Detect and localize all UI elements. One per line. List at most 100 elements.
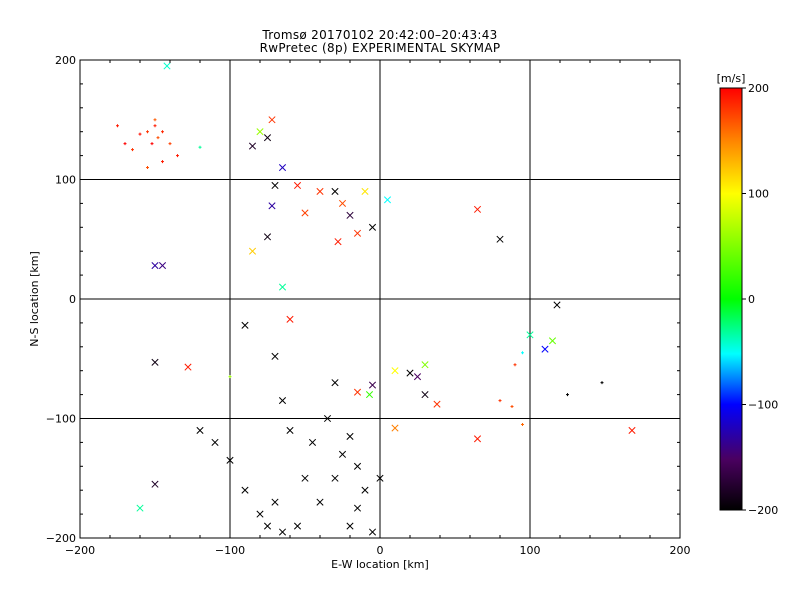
- data-point-cross: [256, 510, 264, 518]
- data-point-cross: [263, 134, 272, 142]
- data-point-cross: [241, 321, 249, 329]
- data-point-plus: [161, 160, 164, 164]
- y-tick-label: −100: [46, 413, 76, 426]
- data-point-cross: [151, 358, 159, 366]
- y-tick-label: 200: [55, 54, 76, 67]
- data-point-cross: [433, 400, 441, 408]
- data-point-cross: [211, 438, 219, 446]
- data-point-plus: [198, 145, 202, 149]
- data-point-cross: [391, 424, 399, 432]
- x-tick-label: −200: [65, 544, 95, 557]
- data-point-plus: [146, 166, 149, 170]
- data-point-plus: [521, 351, 524, 355]
- data-point-cross: [421, 361, 429, 369]
- data-point-cross: [301, 474, 309, 482]
- data-point-cross: [421, 391, 429, 399]
- data-point-cross: [353, 229, 362, 237]
- x-tick-label: −100: [215, 544, 245, 557]
- data-point-cross: [256, 128, 264, 136]
- data-point-cross: [496, 235, 504, 243]
- data-point-cross: [316, 187, 324, 196]
- data-point-cross: [331, 379, 339, 387]
- data-point-cross: [353, 388, 362, 396]
- data-point-cross: [151, 480, 159, 488]
- data-point-plus: [161, 130, 164, 134]
- data-point-cross: [361, 486, 369, 494]
- x-tick-label: 100: [520, 544, 541, 557]
- data-point-plus: [150, 142, 154, 146]
- data-point-plus: [116, 124, 119, 128]
- data-point-cross: [248, 142, 257, 150]
- data-point-cross: [334, 238, 342, 246]
- data-point-cross: [163, 62, 171, 70]
- colorbar-tick-label: −200: [748, 504, 778, 517]
- data-point-cross: [263, 233, 272, 241]
- data-point-cross: [316, 498, 324, 506]
- colorbar-tick-label: 0: [748, 293, 755, 306]
- data-point-plus: [153, 124, 157, 128]
- data-point-cross: [346, 211, 354, 219]
- data-point-plus: [146, 130, 149, 134]
- data-point-cross: [184, 363, 192, 371]
- x-axis-label: E-W location [km]: [331, 558, 429, 571]
- colorbar: [m/s]200 100 0 −100 −200: [717, 72, 779, 517]
- axes: −200 −100 0 100 200 −200 −100 0 100 200 E-W locati…: [28, 54, 691, 571]
- data-point-plus: [228, 375, 232, 379]
- chart-title-line-1: Tromsø 20170102 20:42:00–20:43:43: [262, 28, 498, 42]
- data-point-plus: [138, 132, 142, 136]
- data-point-cross: [196, 426, 204, 435]
- data-point-cross: [473, 205, 482, 213]
- data-point-cross: [136, 504, 144, 512]
- data-point-cross: [293, 522, 302, 530]
- data-point-cross: [271, 498, 279, 506]
- data-points: [116, 62, 636, 536]
- y-tick-label: 100: [55, 174, 76, 187]
- colorbar-tick-label: −100: [748, 399, 778, 412]
- data-point-cross: [346, 522, 354, 530]
- data-point-cross: [271, 181, 279, 190]
- data-point-plus: [176, 154, 179, 158]
- data-point-plus: [566, 393, 569, 397]
- data-point-cross: [268, 116, 276, 124]
- data-point-plus: [153, 118, 157, 122]
- data-point-cross: [353, 504, 362, 512]
- data-point-cross: [383, 196, 392, 204]
- data-point-cross: [286, 315, 294, 323]
- data-point-cross: [628, 426, 636, 435]
- data-point-cross: [151, 261, 159, 270]
- data-point-cross: [293, 181, 302, 190]
- data-point-cross: [158, 261, 167, 270]
- data-point-cross: [278, 163, 287, 172]
- data-point-cross: [271, 352, 279, 360]
- data-point-plus: [521, 422, 524, 426]
- y-axis-label: N-S location [km]: [28, 251, 41, 347]
- data-point-cross: [278, 397, 287, 405]
- data-point-cross: [368, 381, 377, 389]
- data-point-cross: [376, 474, 384, 482]
- data-point-cross: [365, 391, 374, 399]
- data-point-cross: [353, 462, 362, 470]
- data-point-cross: [248, 247, 257, 255]
- data-point-cross: [301, 209, 309, 217]
- colorbar-tick-label: 200: [748, 82, 769, 95]
- data-point-cross: [473, 435, 482, 443]
- data-point-cross: [553, 301, 561, 309]
- data-point-plus: [123, 142, 127, 146]
- data-point-cross: [391, 367, 399, 375]
- data-point-plus: [498, 399, 502, 403]
- data-point-plus: [156, 136, 160, 140]
- data-point-cross: [331, 187, 339, 196]
- data-point-plus: [600, 381, 604, 385]
- data-point-cross: [338, 450, 347, 458]
- data-point-cross: [226, 456, 234, 464]
- plot-area: [79, 59, 681, 539]
- data-point-cross: [406, 369, 414, 377]
- data-point-cross: [263, 522, 272, 530]
- data-point-cross: [526, 331, 534, 339]
- colorbar-tick-label: 100: [748, 188, 769, 201]
- data-point-cross: [278, 528, 287, 536]
- data-point-cross: [346, 432, 354, 440]
- data-point-plus: [510, 405, 514, 409]
- data-point-cross: [308, 438, 317, 446]
